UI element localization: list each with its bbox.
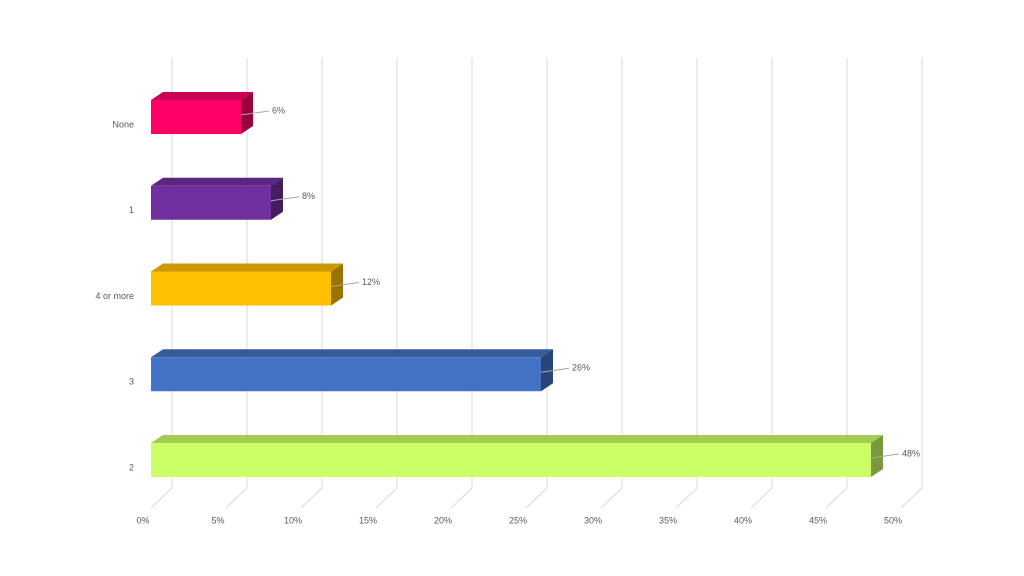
x-tick-label: 50% — [884, 515, 902, 525]
leader-line — [330, 282, 360, 287]
floor-line — [750, 487, 773, 509]
x-tick-label: 45% — [809, 515, 827, 525]
x-tick-label: 30% — [584, 515, 602, 525]
leader-line — [270, 196, 300, 202]
x-tick-label: 0% — [136, 515, 149, 525]
bar-top — [151, 263, 343, 272]
leader-line — [870, 453, 900, 459]
x-tick-label: 20% — [434, 515, 452, 525]
bar-top — [151, 177, 283, 186]
y-tick-label: 4 or more — [95, 291, 134, 301]
data-label: 6% — [272, 105, 285, 115]
floor-line — [225, 487, 248, 509]
x-tick-label: 5% — [211, 515, 224, 525]
floor-line — [300, 487, 323, 509]
floor-line — [525, 487, 548, 509]
leader-line — [240, 110, 270, 116]
bar — [151, 443, 871, 477]
floor-line — [675, 487, 698, 509]
data-label: 26% — [572, 363, 590, 373]
data-label: 12% — [362, 277, 380, 287]
bar-top — [151, 92, 253, 100]
bar-side — [241, 92, 253, 134]
y-tick-label: 1 — [129, 205, 134, 215]
x-tick-label: 15% — [359, 515, 377, 525]
floor-line — [450, 487, 473, 509]
y-tick-label: 3 — [129, 377, 134, 387]
y-tick-label: 2 — [129, 462, 134, 472]
x-tick-label: 40% — [734, 515, 752, 525]
bar-side — [871, 435, 883, 477]
data-label: 8% — [302, 191, 315, 201]
bar-top — [151, 349, 553, 358]
data-label: 48% — [902, 448, 920, 458]
floor-line — [900, 487, 923, 509]
bar-side — [541, 349, 553, 392]
bar — [151, 357, 541, 392]
floor-line — [825, 487, 848, 509]
bar-side — [331, 263, 343, 306]
x-tick-label: 25% — [509, 515, 527, 525]
bar-top — [151, 435, 883, 443]
bar — [151, 100, 241, 134]
bar — [151, 185, 271, 220]
x-tick-label: 35% — [659, 515, 677, 525]
floor-line — [150, 487, 173, 509]
bar-side — [271, 177, 283, 220]
floor-line — [375, 487, 398, 509]
x-tick-label: 10% — [284, 515, 302, 525]
bar — [151, 271, 331, 306]
leader-line — [540, 367, 570, 373]
y-tick-label: None — [112, 119, 134, 129]
floor-line — [600, 487, 623, 509]
